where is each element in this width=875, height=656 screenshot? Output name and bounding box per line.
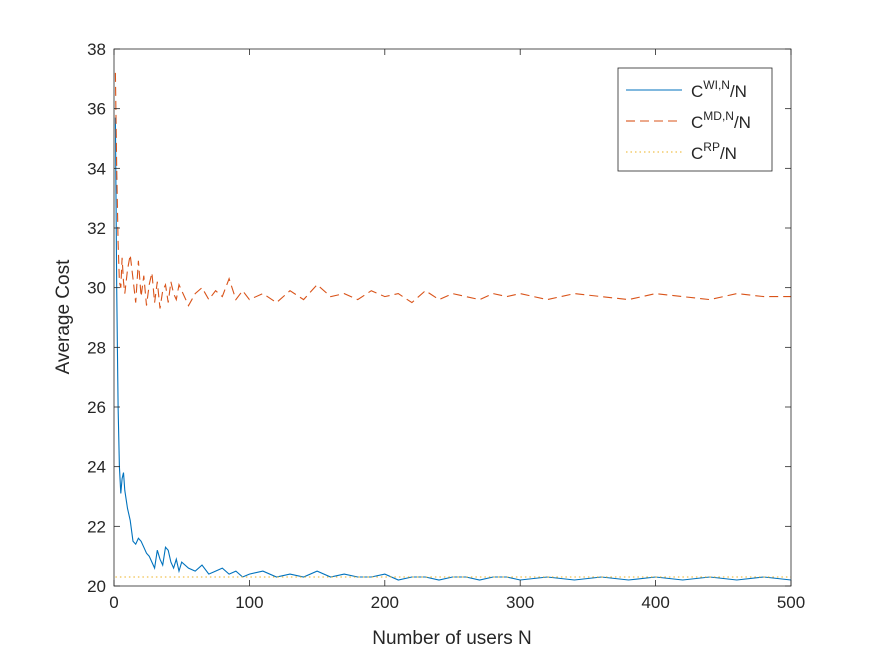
legend-label: CRP/N bbox=[691, 140, 737, 163]
x-axis-label: Number of users N bbox=[372, 628, 531, 649]
legend-label-suffix: /N bbox=[734, 113, 751, 132]
legend-box bbox=[617, 67, 773, 172]
y-axis-label: Average Cost bbox=[53, 259, 74, 374]
y-tick-label: 24 bbox=[87, 458, 106, 477]
y-tick-label: 28 bbox=[87, 338, 106, 357]
legend-label-base: C bbox=[691, 113, 703, 132]
y-tick-label: 20 bbox=[87, 577, 106, 596]
wi-series-line bbox=[114, 117, 792, 581]
y-tick-label: 38 bbox=[87, 40, 106, 59]
x-tick-label: 300 bbox=[506, 593, 534, 612]
legend-label-sup: RP bbox=[703, 140, 720, 154]
y-tick-label: 34 bbox=[87, 159, 106, 178]
legend-label-base: C bbox=[691, 82, 703, 101]
x-tick-label: 0 bbox=[109, 593, 118, 612]
legend-item-wi: CWI,N/N bbox=[626, 78, 747, 101]
legend-label-suffix: /N bbox=[730, 82, 747, 101]
legend-label: CMD,N/N bbox=[691, 109, 751, 132]
legend-item-md: CMD,N/N bbox=[626, 109, 751, 132]
y-tick-label: 32 bbox=[87, 219, 106, 238]
legend-label-suffix: /N bbox=[720, 144, 737, 163]
md-series-line bbox=[114, 72, 791, 309]
x-tick-label: 400 bbox=[641, 593, 669, 612]
plot-frame bbox=[113, 48, 792, 587]
legend-label: CWI,N/N bbox=[691, 78, 747, 101]
y-tick-label: 22 bbox=[87, 517, 106, 536]
x-tick-label: 500 bbox=[777, 593, 805, 612]
legend-label-sup: MD,N bbox=[703, 109, 734, 123]
series-layer bbox=[114, 72, 792, 581]
y-tick-label: 26 bbox=[87, 398, 106, 417]
y-tick-label: 30 bbox=[87, 279, 106, 298]
legend-label-sup: WI,N bbox=[703, 78, 730, 92]
y-tick-label: 36 bbox=[87, 100, 106, 119]
ticks-layer: 0 100 200 300 400 500 20 22 24 26 28 30 32 34 36 38 bbox=[87, 40, 805, 612]
legend-label-base: C bbox=[691, 144, 703, 163]
x-tick-label: 100 bbox=[235, 593, 263, 612]
legend-item-rp: CRP/N bbox=[626, 140, 737, 163]
x-tick-label: 200 bbox=[371, 593, 399, 612]
